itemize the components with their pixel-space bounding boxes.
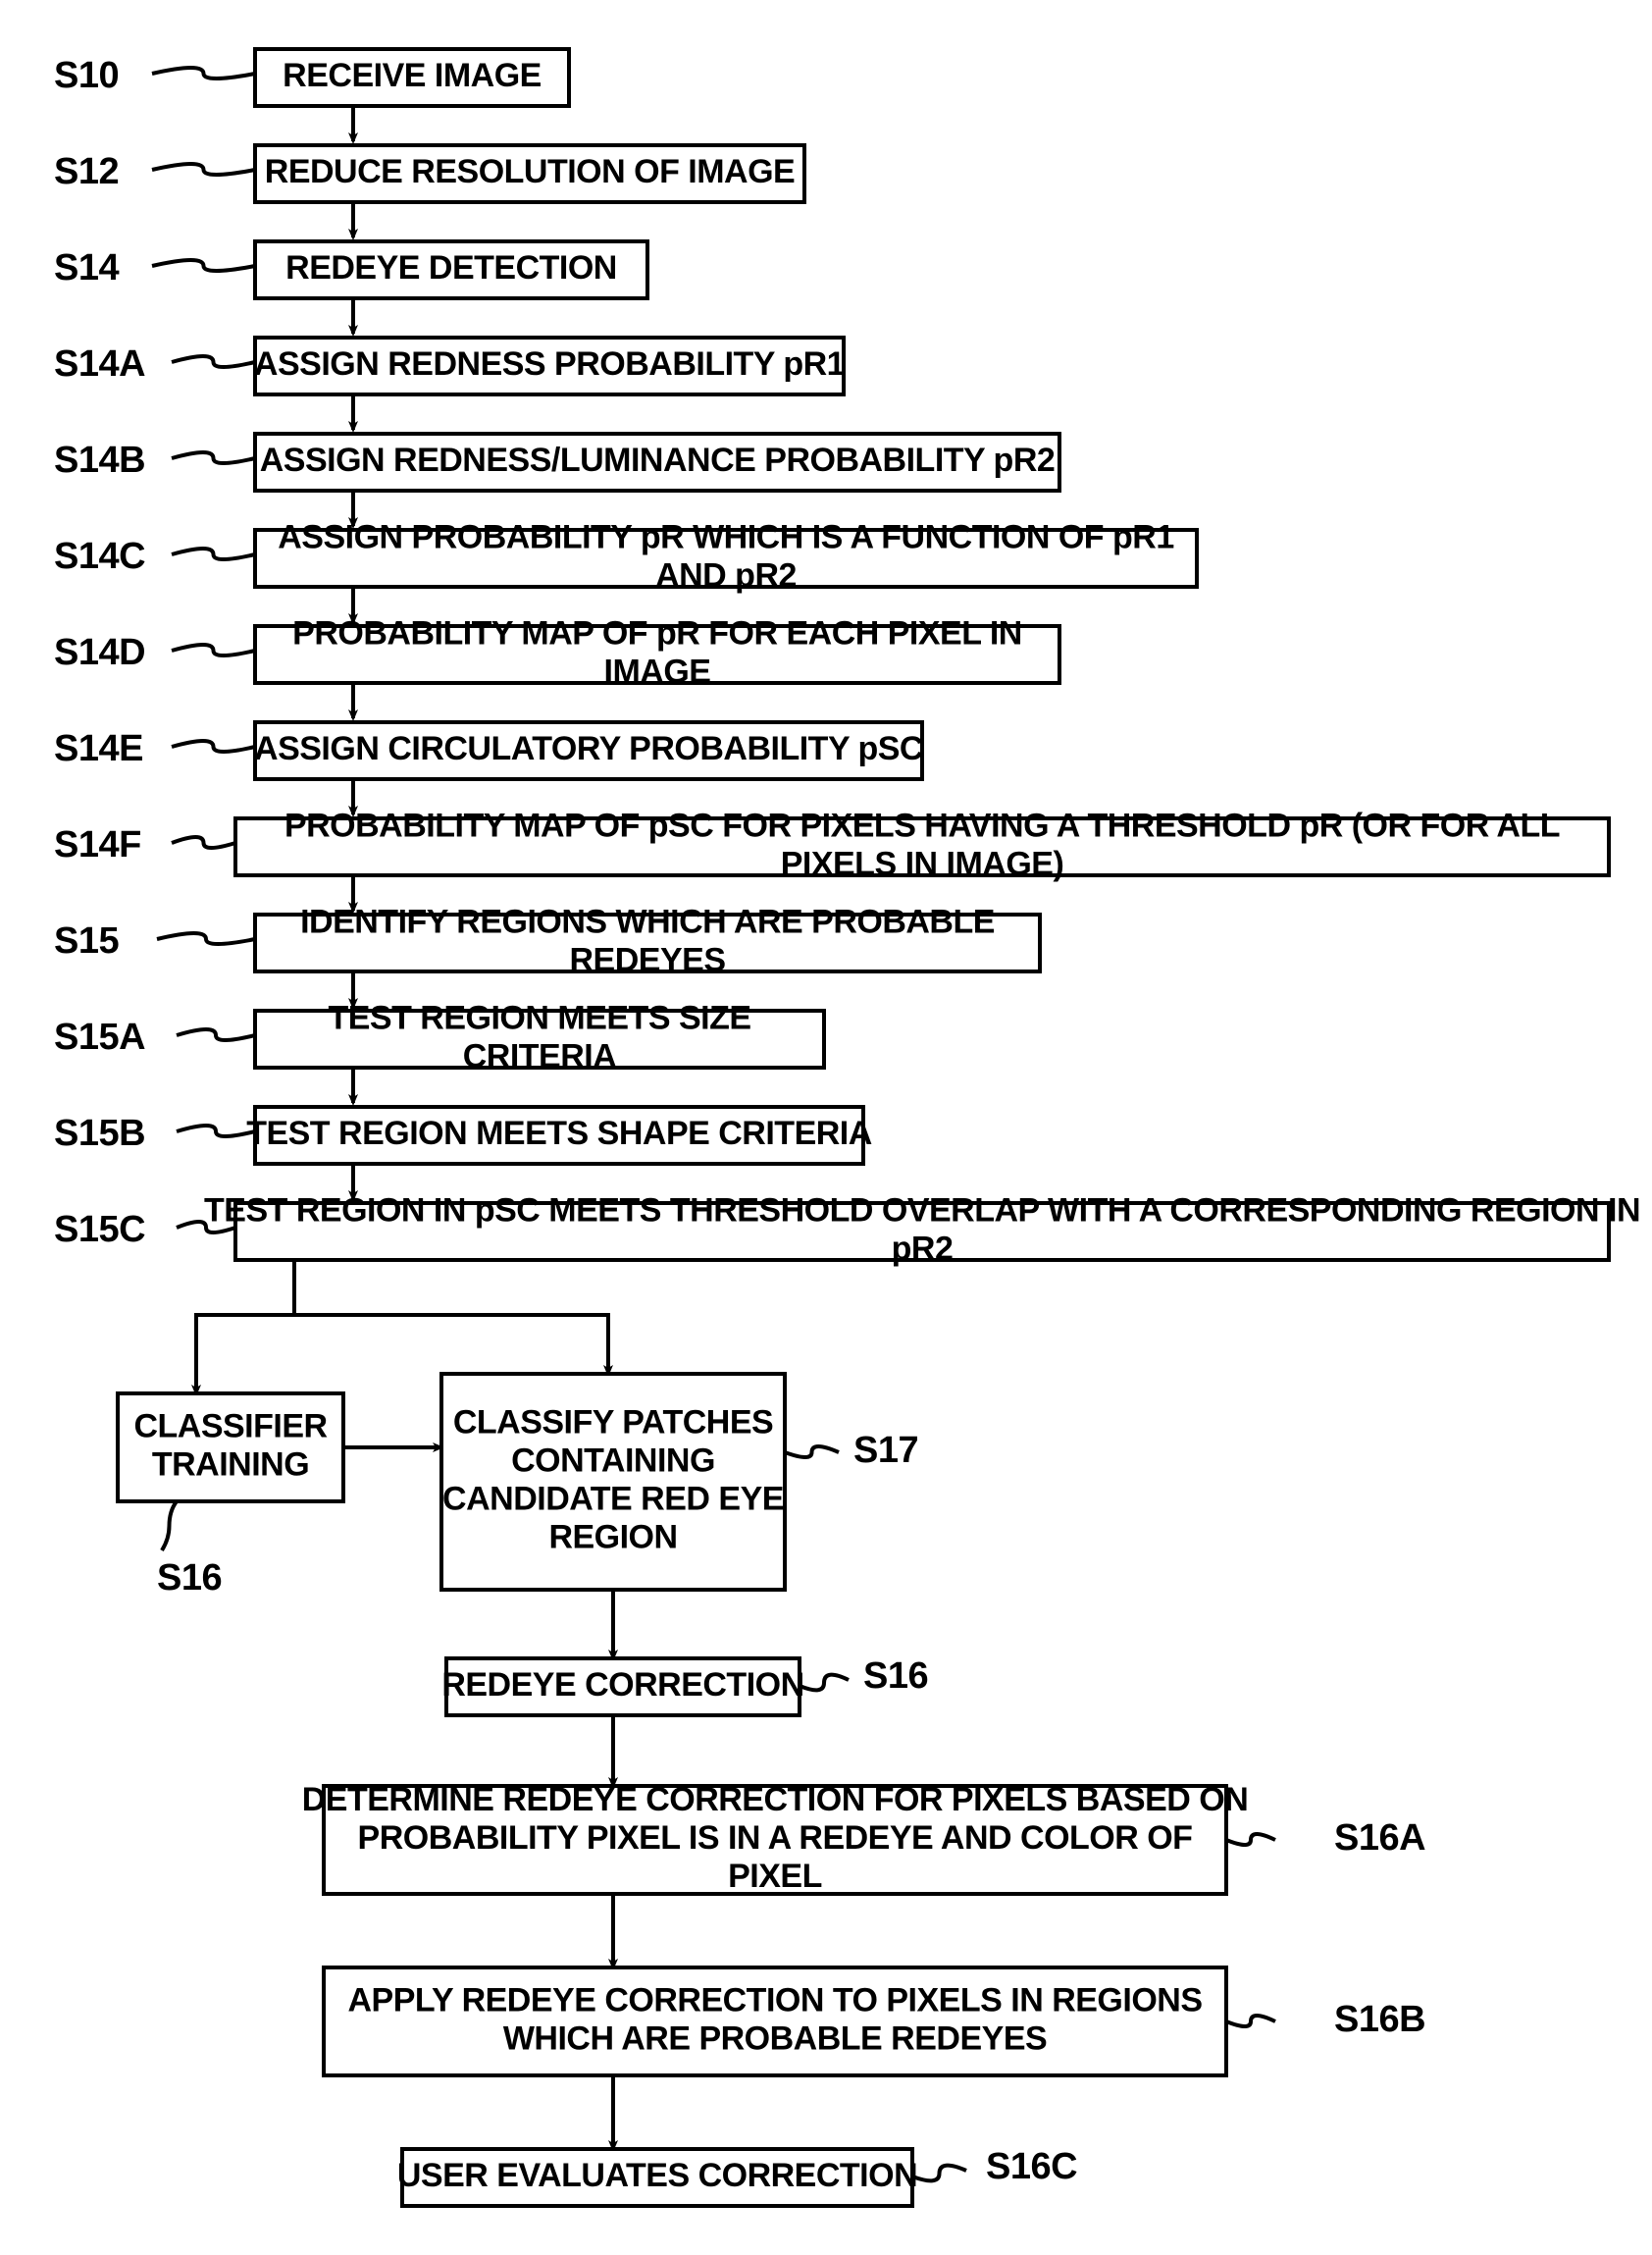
flow-arrow bbox=[196, 1260, 294, 1393]
step-label: S14B bbox=[54, 440, 145, 481]
label-leader bbox=[152, 68, 255, 79]
step-label: S16 bbox=[863, 1655, 928, 1697]
label-leader bbox=[157, 933, 255, 944]
step-label: S16 bbox=[157, 1557, 222, 1599]
step-label: S14A bbox=[54, 343, 145, 385]
flow-node-s10: RECEIVE IMAGE S10 bbox=[54, 49, 569, 106]
label-leader bbox=[172, 549, 255, 559]
step-label: S12 bbox=[54, 151, 119, 192]
flow-node-text: ASSIGN CIRCULATORY PROBABILITY pSC bbox=[254, 730, 923, 767]
step-label: S14E bbox=[54, 728, 143, 769]
flow-node-s15: IDENTIFY REGIONS WHICH ARE PROBABLEREDEY… bbox=[54, 903, 1040, 978]
flow-node-s14a: ASSIGN REDNESS PROBABILITY pR1 S14A bbox=[54, 338, 845, 394]
flow-node-text: REDUCE RESOLUTION OF IMAGE bbox=[265, 153, 795, 190]
step-label: S14 bbox=[54, 247, 119, 288]
flow-node-s16c: USER EVALUATES CORRECTION S16C bbox=[397, 2146, 1077, 2206]
flow-node-text: REDEYE CORRECTION bbox=[441, 1666, 803, 1704]
step-label: S10 bbox=[54, 55, 119, 96]
flow-node-s14c: ASSIGN PROBABILITY pR WHICH IS A FUNCTIO… bbox=[54, 518, 1197, 594]
step-label: S15 bbox=[54, 920, 119, 962]
label-leader bbox=[152, 164, 255, 175]
flow-node-s17: CLASSIFY PATCHESCONTAININGCANDIDATE RED … bbox=[441, 1374, 918, 1590]
flow-arrow bbox=[294, 1260, 608, 1374]
step-label: S16C bbox=[986, 2146, 1077, 2187]
label-leader bbox=[152, 260, 255, 271]
label-leader bbox=[162, 1501, 177, 1550]
flow-node-s16c1: REDEYE CORRECTION S16 bbox=[441, 1655, 928, 1715]
flow-node-s15b: TEST REGION MEETS SHAPE CRITERIA S15B bbox=[54, 1107, 872, 1164]
label-leader bbox=[912, 2166, 966, 2181]
flow-node-s12: REDUCE RESOLUTION OF IMAGE S12 bbox=[54, 145, 804, 202]
step-label: S17 bbox=[853, 1430, 918, 1471]
flow-node-text: CLASSIFIERTRAINING bbox=[133, 1407, 327, 1483]
step-label: S14C bbox=[54, 536, 145, 577]
flow-node-s15c: TEST REGION IN pSC MEETS THRESHOLD OVERL… bbox=[54, 1191, 1640, 1267]
flow-node-s16b: APPLY REDEYE CORRECTION TO PIXELS IN REG… bbox=[324, 1967, 1425, 2075]
label-leader bbox=[172, 356, 255, 367]
step-label: S16B bbox=[1334, 1999, 1425, 2040]
flow-node-s14f: PROBABILITY MAP OF pSC FOR PIXELS HAVING… bbox=[54, 807, 1609, 882]
step-label: S16A bbox=[1334, 1817, 1425, 1859]
step-label: S14D bbox=[54, 632, 145, 673]
flow-node-text: REDEYE DETECTION bbox=[285, 249, 617, 287]
step-label: S15A bbox=[54, 1017, 145, 1058]
flow-node-s14d: PROBABILITY MAP OF pR FOR EACH PIXEL INI… bbox=[54, 614, 1059, 690]
flow-node-text: TEST REGION MEETS SHAPE CRITERIA bbox=[246, 1115, 872, 1152]
step-label: S15C bbox=[54, 1209, 145, 1250]
label-leader bbox=[177, 1029, 255, 1040]
flow-node-s14e: ASSIGN CIRCULATORY PROBABILITY pSC S14E bbox=[54, 722, 923, 779]
label-leader bbox=[177, 1126, 255, 1136]
flow-node-s14: REDEYE DETECTION S14 bbox=[54, 241, 647, 298]
label-leader bbox=[172, 645, 255, 656]
flow-node-text: RECEIVE IMAGE bbox=[283, 57, 542, 94]
label-leader bbox=[1226, 2016, 1275, 2026]
step-label: S15B bbox=[54, 1113, 145, 1154]
label-leader bbox=[172, 741, 255, 752]
label-leader bbox=[172, 452, 255, 463]
flow-node-s16t: CLASSIFIERTRAINING S16 bbox=[118, 1393, 343, 1599]
flow-node-s14b: ASSIGN REDNESS/LUMINANCE PROBABILITY pR2… bbox=[54, 434, 1059, 491]
flow-node-s16a: DETERMINE REDEYE CORRECTION FOR PIXELS B… bbox=[302, 1781, 1425, 1895]
label-leader bbox=[785, 1446, 839, 1457]
step-label: S14F bbox=[54, 824, 141, 865]
flow-node-text: ASSIGN REDNESS/LUMINANCE PROBABILITY pR2 bbox=[260, 442, 1056, 479]
flow-node-text: USER EVALUATES CORRECTION bbox=[397, 2157, 917, 2194]
flowchart-diagram: RECEIVE IMAGE S10 REDUCE RESOLUTION OF IMA… bbox=[0, 0, 1652, 2255]
label-leader bbox=[800, 1675, 849, 1691]
label-leader bbox=[172, 837, 235, 848]
label-leader bbox=[1226, 1834, 1275, 1845]
flow-node-text: ASSIGN REDNESS PROBABILITY pR1 bbox=[254, 345, 845, 383]
flow-node-s15a: TEST REGION MEETS SIZECRITERIAS15A bbox=[54, 999, 824, 1075]
